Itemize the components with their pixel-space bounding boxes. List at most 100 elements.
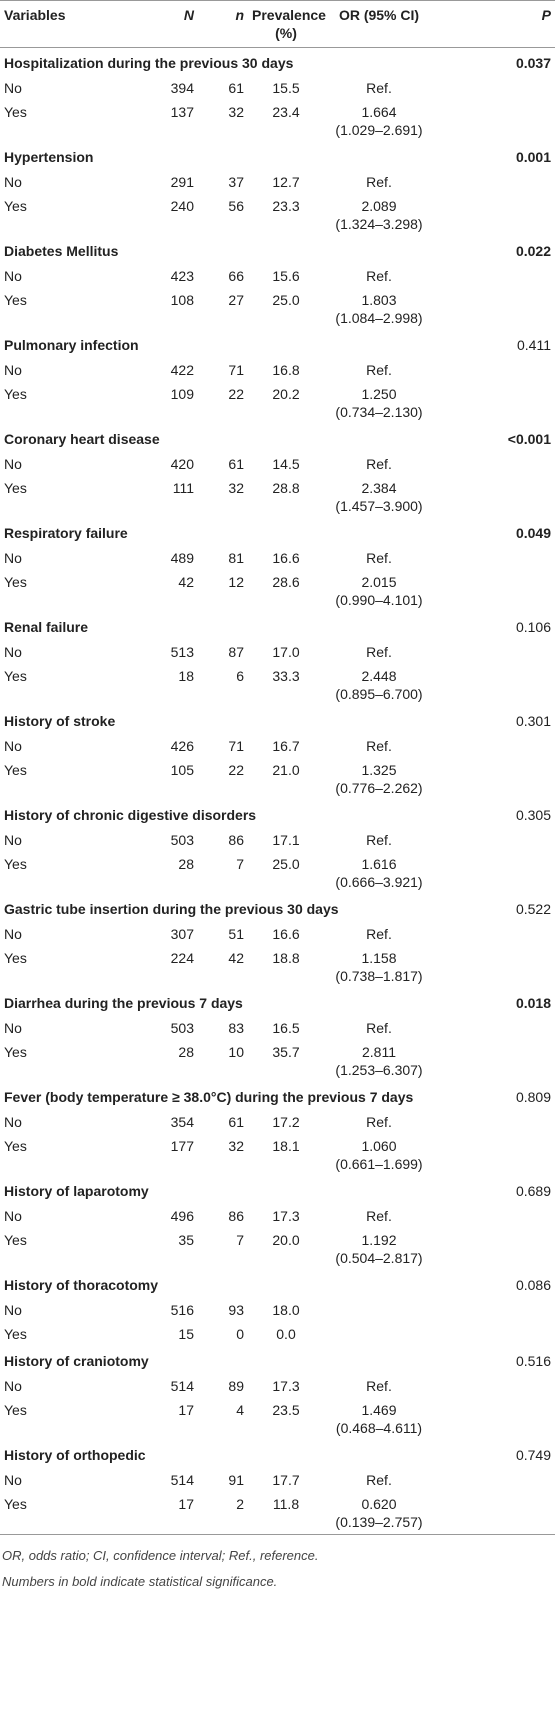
prevalence: 20.0 — [272, 1232, 300, 1248]
level: Yes — [4, 1138, 27, 1154]
empty-cell — [434, 1374, 555, 1398]
prevalence: 0.0 — [276, 1326, 296, 1342]
odds-ratio — [324, 1322, 434, 1346]
or-value: Ref. — [366, 268, 392, 284]
data-row: Yes 42 12 28.6 2.015 (0.990–4.101) — [0, 570, 555, 612]
or-value: Ref. — [366, 738, 392, 754]
level: No — [4, 362, 22, 378]
empty-cell — [434, 1040, 555, 1082]
empty-cell — [434, 1110, 555, 1134]
prevalence: 28.8 — [272, 480, 300, 496]
or-ci: (0.895–6.700) — [335, 686, 423, 702]
total-n: 394 — [170, 80, 194, 96]
total-n: 496 — [170, 1208, 194, 1224]
odds-ratio: Ref. — [324, 452, 434, 476]
or-value: Ref. — [366, 456, 392, 472]
level: No — [4, 1378, 22, 1394]
column-header: N — [150, 0, 198, 48]
data-row: Yes 18 6 33.3 2.448 (0.895–6.700) — [0, 664, 555, 706]
cases-n: 32 — [228, 1138, 244, 1154]
cases-n: 61 — [228, 80, 244, 96]
data-row: Yes 15 0 0.0 — [0, 1322, 555, 1346]
p-value: 0.689 — [515, 1183, 551, 1199]
or-ci: (0.504–2.817) — [335, 1250, 423, 1266]
group-row: History of laparotomy 0.689 — [0, 1176, 555, 1204]
level: Yes — [4, 386, 27, 402]
data-row: No 291 37 12.7 Ref. — [0, 170, 555, 194]
cases-n: 22 — [228, 386, 244, 402]
cases-n: 91 — [228, 1472, 244, 1488]
odds-ratio: Ref. — [324, 734, 434, 758]
prevalence: 15.5 — [272, 80, 300, 96]
level: Yes — [4, 1402, 27, 1418]
footnote: OR, odds ratio; CI, confidence interval;… — [2, 1548, 319, 1563]
or-ci: (1.457–3.900) — [335, 498, 423, 514]
level: No — [4, 1302, 22, 1318]
cases-n: 12 — [228, 574, 244, 590]
cases-n: 83 — [228, 1020, 244, 1036]
level: No — [4, 644, 22, 660]
odds-ratio — [324, 1298, 434, 1322]
level: No — [4, 1208, 22, 1224]
or-value: Ref. — [366, 362, 392, 378]
prevalence: 35.7 — [272, 1044, 300, 1060]
cases-n: 2 — [198, 1492, 248, 1535]
p-value: 0.018 — [515, 995, 551, 1011]
level: No — [4, 1020, 22, 1036]
group-row: Gastric tube insertion during the previo… — [0, 894, 555, 922]
odds-ratio: 1.250 (0.734–2.130) — [324, 382, 434, 424]
p-value: 0.301 — [515, 713, 551, 729]
prevalence: 25.0 — [272, 292, 300, 308]
group-name: Hospitalization during the previous 30 d… — [4, 55, 294, 71]
cases-n: 10 — [228, 1044, 244, 1060]
or-value: Ref. — [366, 1208, 392, 1224]
or-value: Ref. — [366, 926, 392, 942]
total-n: 137 — [170, 104, 194, 120]
total-n: 105 — [170, 762, 194, 778]
group-name: Renal failure — [4, 619, 89, 635]
data-row: No 514 91 17.7 Ref. — [0, 1468, 555, 1492]
data-row: Yes 224 42 18.8 1.158 (0.738–1.817) — [0, 946, 555, 988]
odds-ratio: 1.616 (0.666–3.921) — [324, 852, 434, 894]
or-value: 2.015 — [361, 574, 397, 590]
prevalence: 14.5 — [272, 456, 300, 472]
p-value: 0.411 — [517, 337, 551, 353]
odds-ratio: Ref. — [324, 1468, 434, 1492]
empty-cell — [434, 828, 555, 852]
odds-ratio: Ref. — [324, 76, 434, 100]
data-row: Yes 17 4 23.5 1.469 (0.468–4.611) — [0, 1398, 555, 1440]
prevalence: 17.0 — [272, 644, 300, 660]
total-n: 108 — [170, 292, 194, 308]
odds-ratio: 1.803 (1.084–2.998) — [324, 288, 434, 330]
data-row: Yes 177 32 18.1 1.060 (0.661–1.699) — [0, 1134, 555, 1176]
or-value: Ref. — [366, 832, 392, 848]
empty-cell — [434, 76, 555, 100]
total-n: 18 — [178, 668, 194, 684]
or-value: 2.448 — [361, 668, 397, 684]
odds-ratio: Ref. — [324, 1016, 434, 1040]
data-row: Yes 28 10 35.7 2.811 (1.253–6.307) — [0, 1040, 555, 1082]
data-row: No 516 93 18.0 — [0, 1298, 555, 1322]
empty-cell — [434, 1322, 555, 1346]
level: Yes — [4, 104, 27, 120]
level: Yes — [4, 950, 27, 966]
or-value: Ref. — [366, 80, 392, 96]
group-row: History of chronic digestive disorders 0.… — [0, 800, 555, 828]
cases-n: 61 — [228, 1114, 244, 1130]
group-row: Pulmonary infection 0.411 — [0, 330, 555, 358]
prevalence: 17.7 — [272, 1472, 300, 1488]
or-value: Ref. — [366, 1114, 392, 1130]
data-row: No 503 83 16.5 Ref. — [0, 1016, 555, 1040]
prevalence: 12.7 — [272, 174, 300, 190]
total-n: 224 — [170, 950, 194, 966]
group-name: Gastric tube insertion during the previo… — [4, 901, 339, 917]
total-n: 17 — [178, 1402, 194, 1418]
or-value: 1.469 — [361, 1402, 397, 1418]
empty-cell — [434, 382, 555, 424]
prevalence: 16.5 — [272, 1020, 300, 1036]
cases-n: 61 — [228, 456, 244, 472]
column-header: OR (95% CI) — [324, 0, 434, 48]
empty-cell — [434, 1204, 555, 1228]
cases-n: 6 — [236, 668, 244, 684]
data-row: Yes 108 27 25.0 1.803 (1.084–2.998) — [0, 288, 555, 330]
